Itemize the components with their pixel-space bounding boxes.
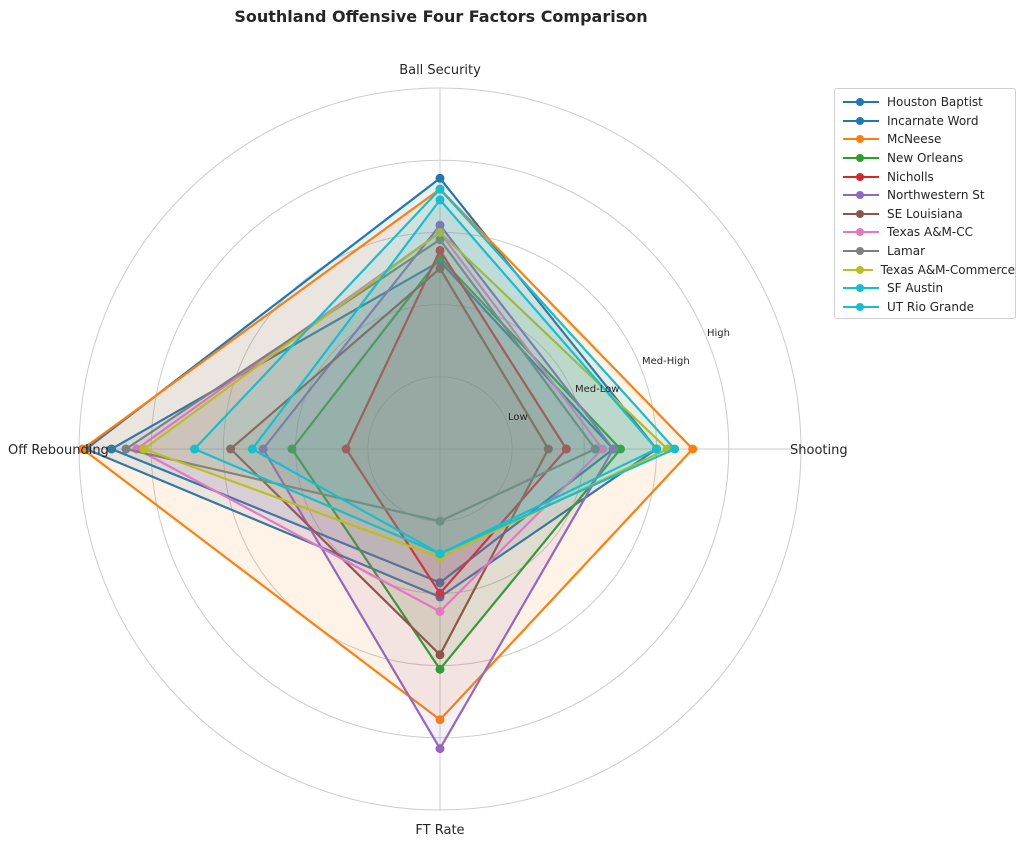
data-point xyxy=(435,516,445,526)
series-fill xyxy=(125,239,596,522)
series-fill xyxy=(252,199,657,554)
legend-label: McNeese xyxy=(887,132,942,147)
legend-item: Nicholls xyxy=(835,167,1015,186)
legend: Houston Baptist Incarnate Word McNeese New … xyxy=(834,88,1016,320)
legend-marker-icon xyxy=(841,245,881,257)
legend-label: SF Austin xyxy=(887,281,944,296)
data-point xyxy=(247,444,257,454)
data-point xyxy=(435,549,445,559)
data-point xyxy=(435,235,445,245)
axis-label: Shooting xyxy=(790,443,848,458)
legend-item: Northwestern St xyxy=(835,186,1015,205)
legend-marker-icon xyxy=(841,115,881,127)
legend-item: Lamar xyxy=(835,242,1015,261)
data-point xyxy=(435,245,445,255)
legend-item: SE Louisiana xyxy=(835,205,1015,224)
legend-label: New Orleans xyxy=(887,151,964,166)
data-point xyxy=(652,444,662,454)
data-point xyxy=(435,715,445,725)
data-point xyxy=(435,578,445,588)
series-fill xyxy=(194,189,675,554)
data-point xyxy=(435,650,445,660)
legend-label: Houston Baptist xyxy=(887,95,983,110)
data-point xyxy=(435,220,445,230)
legend-marker-icon xyxy=(841,282,881,294)
data-point xyxy=(341,444,351,454)
axis-label: Ball Security xyxy=(399,63,481,78)
data-point xyxy=(435,744,445,754)
legend-marker-icon xyxy=(841,301,881,313)
series-fill xyxy=(82,189,693,720)
data-point xyxy=(435,264,445,273)
data-point xyxy=(435,227,445,237)
data-point xyxy=(121,444,131,454)
data-point xyxy=(608,444,618,454)
data-point xyxy=(543,444,553,454)
legend-label: Northwestern St xyxy=(887,188,985,203)
data-point xyxy=(590,444,600,454)
data-point xyxy=(435,173,445,183)
data-point xyxy=(190,444,200,454)
data-point xyxy=(435,184,445,194)
r-tick-label: High xyxy=(707,328,730,339)
data-point xyxy=(139,444,149,454)
series-fill xyxy=(292,257,621,670)
legend-marker-icon xyxy=(841,226,881,238)
legend-item: SF Austin xyxy=(835,279,1015,298)
data-point xyxy=(78,444,88,454)
data-point xyxy=(670,444,680,454)
r-tick-label: Med-Low xyxy=(575,384,619,395)
data-point xyxy=(226,444,236,454)
axis-labels: Ball Security Shooting FT Rate Off Reboundi… xyxy=(8,63,848,838)
data-point xyxy=(688,444,698,454)
legend-item: McNeese xyxy=(835,130,1015,149)
axis-label: Off Rebounding xyxy=(8,443,109,458)
data-point xyxy=(435,606,445,616)
series-fill xyxy=(144,232,668,558)
data-point xyxy=(561,444,571,454)
data-point xyxy=(287,444,297,454)
series-layer xyxy=(78,173,698,754)
legend-label: Texas A&M-CC xyxy=(887,225,973,240)
legend-item: UT Rio Grande xyxy=(835,298,1015,317)
legend-label: Lamar xyxy=(887,244,926,259)
series-fill xyxy=(136,232,603,612)
r-tick-label: Med-High xyxy=(642,356,690,367)
series-fill xyxy=(346,250,567,594)
series-fill xyxy=(86,178,657,598)
legend-item: New Orleans xyxy=(835,149,1015,168)
legend-item: Texas A&M-Commerce xyxy=(835,260,1015,279)
data-point xyxy=(258,444,268,454)
legend-item: Houston Baptist xyxy=(835,93,1015,112)
legend-marker-icon xyxy=(841,133,881,145)
series-fill xyxy=(111,261,614,583)
legend-item: Texas A&M-CC xyxy=(835,223,1015,242)
data-point xyxy=(435,588,445,598)
legend-marker-icon xyxy=(841,208,881,220)
data-point xyxy=(106,444,116,454)
axis-label: FT Rate xyxy=(415,823,464,838)
legend-label: SE Louisiana xyxy=(887,206,963,221)
data-point xyxy=(435,664,445,674)
data-point xyxy=(597,444,607,454)
legend-marker-icon xyxy=(841,152,881,164)
legend-marker-icon xyxy=(841,96,881,108)
data-point xyxy=(616,444,625,454)
data-point xyxy=(435,195,445,205)
legend-marker-icon xyxy=(841,189,881,201)
legend-marker-icon xyxy=(841,171,881,183)
legend-label: Nicholls xyxy=(887,169,934,184)
r-tick-label: Low xyxy=(508,412,528,423)
legend-marker-icon xyxy=(841,264,875,276)
legend-item: Incarnate Word xyxy=(835,112,1015,131)
legend-label: Incarnate Word xyxy=(887,113,979,128)
series-fill xyxy=(230,268,549,655)
legend-label: UT Rio Grande xyxy=(887,299,974,314)
chart-title: Southland Offensive Four Factors Compari… xyxy=(234,7,647,26)
legend-label: Texas A&M-Commerce xyxy=(880,262,1015,277)
